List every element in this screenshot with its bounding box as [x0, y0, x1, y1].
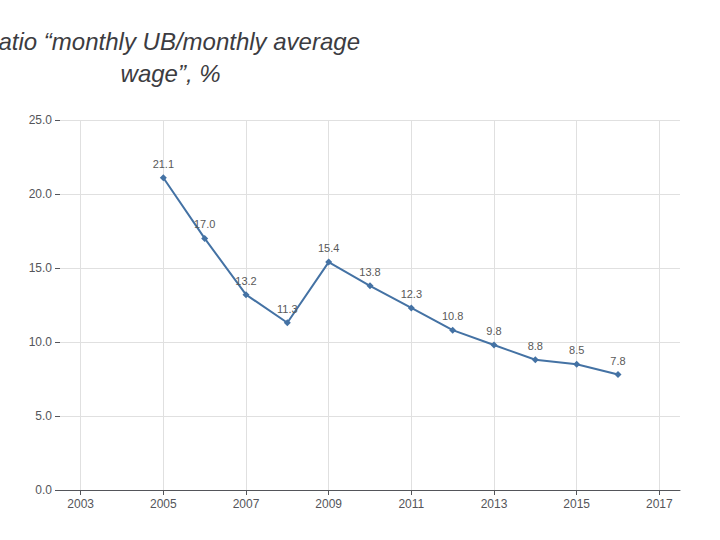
svg-text:2015: 2015: [563, 497, 590, 511]
svg-text:8.8: 8.8: [528, 340, 543, 352]
svg-text:13.2: 13.2: [235, 275, 256, 287]
svg-text:2003: 2003: [67, 497, 94, 511]
svg-text:9.8: 9.8: [486, 325, 501, 337]
svg-text:13.8: 13.8: [359, 266, 380, 278]
svg-text:2007: 2007: [233, 497, 260, 511]
svg-text:5.0: 5.0: [35, 409, 52, 423]
svg-text:10.0: 10.0: [29, 335, 53, 349]
svg-text:2017: 2017: [646, 497, 673, 511]
svg-text:2009: 2009: [315, 497, 342, 511]
svg-text:2011: 2011: [398, 497, 424, 511]
svg-text:7.8: 7.8: [610, 355, 625, 367]
svg-text:0.0: 0.0: [35, 483, 52, 497]
svg-text:wage”, %: wage”, %: [121, 60, 221, 87]
svg-text:20.0: 20.0: [29, 187, 53, 201]
svg-text:17.0: 17.0: [194, 218, 215, 230]
svg-text:21.1: 21.1: [153, 158, 174, 170]
svg-text:2005: 2005: [150, 497, 177, 511]
svg-text:15.0: 15.0: [29, 261, 53, 275]
svg-text:15.4: 15.4: [318, 242, 339, 254]
svg-text:10.8: 10.8: [442, 310, 463, 322]
svg-text:12.3: 12.3: [401, 288, 422, 300]
svg-text:11.3: 11.3: [277, 303, 298, 315]
svg-text:Ratio “monthly UB/monthly aver: Ratio “monthly UB/monthly average: [0, 28, 360, 55]
svg-text:25.0: 25.0: [29, 113, 53, 127]
svg-text:8.5: 8.5: [569, 344, 584, 356]
svg-text:2013: 2013: [481, 497, 508, 511]
